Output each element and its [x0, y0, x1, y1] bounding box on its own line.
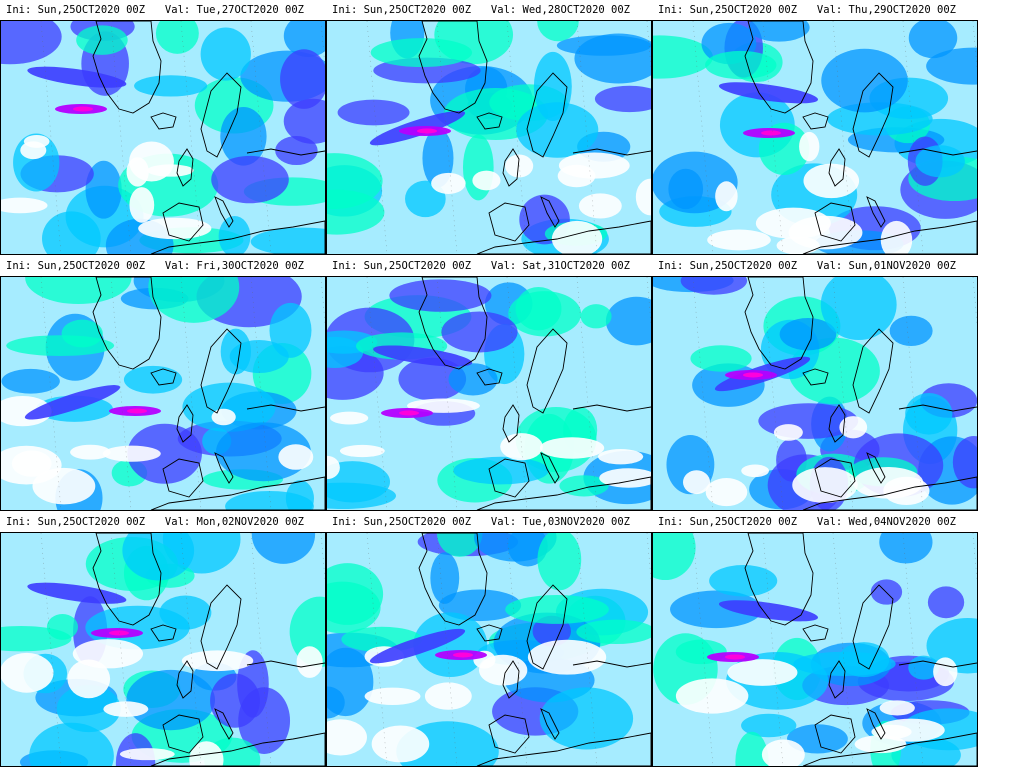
forecast-map — [327, 277, 651, 510]
init-time-label: Ini: Sun,25OCT2020 00Z — [658, 260, 798, 272]
valid-time-label: Val: Wed,04NOV2020 00Z — [816, 516, 956, 528]
init-time-label: Ini: Sun,25OCT2020 00Z — [6, 4, 146, 16]
panel-header: Ini: Sun,25OCT2020 00Z Val: Tue,03NOV202… — [326, 512, 652, 532]
forecast-panel: Ini: Sun,25OCT2020 00Z Val: Sun,01NOV202… — [652, 256, 978, 512]
valid-time-label: Val: Tue,03NOV2020 00Z — [490, 516, 630, 528]
forecast-map — [327, 533, 651, 766]
panel-header: Ini: Sun,25OCT2020 00Z Val: Sat,31OCT202… — [326, 256, 652, 276]
map-frame — [326, 20, 652, 255]
init-time-label: Ini: Sun,25OCT2020 00Z — [332, 260, 472, 272]
forecast-panel: Ini: Sun,25OCT2020 00Z Val: Wed,04NOV202… — [652, 512, 978, 768]
valid-time-label: Val: Wed,28OCT2020 00Z — [490, 4, 630, 16]
forecast-panel: Ini: Sun,25OCT2020 00Z Val: Tue,27OCT202… — [0, 0, 326, 256]
forecast-panel: Ini: Sun,25OCT2020 00Z Val: Tue,03NOV202… — [326, 512, 652, 768]
panel-header: Ini: Sun,25OCT2020 00Z Val: Mon,02NOV202… — [0, 512, 326, 532]
panel-header: Ini: Sun,25OCT2020 00Z Val: Wed,28OCT202… — [326, 0, 652, 20]
forecast-map — [1, 21, 325, 254]
panel-header: Ini: Sun,25OCT2020 00Z Val: Thu,29OCT202… — [652, 0, 978, 20]
init-time-label: Ini: Sun,25OCT2020 00Z — [658, 4, 798, 16]
map-frame — [0, 532, 326, 767]
map-frame — [652, 532, 978, 767]
panel-header: Ini: Sun,25OCT2020 00Z Val: Fri,30OCT202… — [0, 256, 326, 276]
init-time-label: Ini: Sun,25OCT2020 00Z — [6, 260, 146, 272]
init-time-label: Ini: Sun,25OCT2020 00Z — [6, 516, 146, 528]
map-frame — [652, 276, 978, 511]
panel-header: Ini: Sun,25OCT2020 00Z Val: Sun,01NOV202… — [652, 256, 978, 276]
valid-time-label: Val: Tue,27OCT2020 00Z — [164, 4, 304, 16]
forecast-map — [653, 277, 977, 510]
valid-time-label: Val: Sun,01NOV2020 00Z — [816, 260, 956, 272]
map-frame — [0, 20, 326, 255]
init-time-label: Ini: Sun,25OCT2020 00Z — [658, 516, 798, 528]
forecast-panel: Ini: Sun,25OCT2020 00Z Val: Sat,31OCT202… — [326, 256, 652, 512]
forecast-map — [653, 21, 977, 254]
map-frame — [652, 20, 978, 255]
forecast-panel: Ini: Sun,25OCT2020 00Z Val: Thu,29OCT202… — [652, 0, 978, 256]
forecast-map — [327, 21, 651, 254]
forecast-panel: Ini: Sun,25OCT2020 00Z Val: Fri,30OCT202… — [0, 256, 326, 512]
forecast-panel: Ini: Sun,25OCT2020 00Z Val: Mon,02NOV202… — [0, 512, 326, 768]
forecast-map — [653, 533, 977, 766]
map-frame — [0, 276, 326, 511]
init-time-label: Ini: Sun,25OCT2020 00Z — [332, 516, 472, 528]
valid-time-label: Val: Sat,31OCT2020 00Z — [490, 260, 630, 272]
map-frame — [326, 532, 652, 767]
panel-header: Ini: Sun,25OCT2020 00Z Val: Wed,04NOV202… — [652, 512, 978, 532]
forecast-map — [1, 277, 325, 510]
panel-header: Ini: Sun,25OCT2020 00Z Val: Tue,27OCT202… — [0, 0, 326, 20]
forecast-panel: Ini: Sun,25OCT2020 00Z Val: Wed,28OCT202… — [326, 0, 652, 256]
forecast-map — [1, 533, 325, 766]
valid-time-label: Val: Mon,02NOV2020 00Z — [164, 516, 304, 528]
init-time-label: Ini: Sun,25OCT2020 00Z — [332, 4, 472, 16]
valid-time-label: Val: Fri,30OCT2020 00Z — [164, 260, 304, 272]
map-frame — [326, 276, 652, 511]
valid-time-label: Val: Thu,29OCT2020 00Z — [816, 4, 956, 16]
